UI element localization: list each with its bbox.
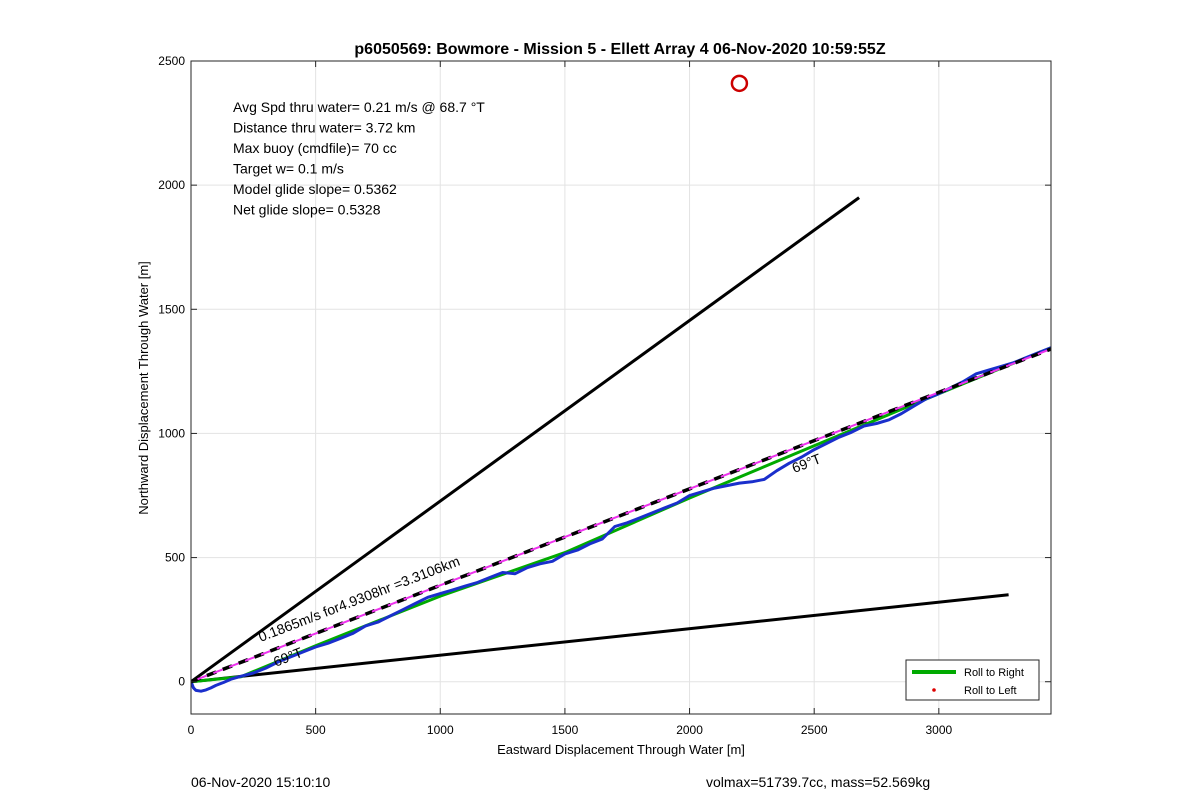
y-tick-label: 500 (165, 551, 185, 565)
stats-line: Avg Spd thru water= 0.21 m/s @ 68.7 °T (233, 99, 485, 115)
x-tick-label: 1000 (427, 723, 454, 737)
y-axis-label: Northward Displacement Through Water [m] (136, 261, 151, 515)
x-tick-label: 3000 (925, 723, 952, 737)
x-tick-label: 2000 (676, 723, 703, 737)
legend-box (905, 659, 1040, 701)
x-tick-label: 500 (306, 723, 326, 737)
legend-swatch-dot (932, 688, 936, 692)
glider-track (191, 346, 1051, 693)
stats-line: Net glide slope= 0.5328 (233, 202, 381, 218)
axis-ticks: 0 500 1000 1500 2000 2500 3000 0 500 1000 1500 2000… (158, 54, 1051, 737)
y-tick-label: 1500 (158, 302, 185, 316)
y-tick-label: 1000 (158, 426, 185, 440)
lower-bound-line (191, 593, 1009, 684)
axes-box (190, 60, 1052, 715)
x-tick-label: 0 (188, 723, 195, 737)
stats-block: Avg Spd thru water= 0.21 m/s @ 68.7 °T Di… (233, 99, 485, 218)
plot-area (191, 74, 1051, 693)
stats-line: Model glide slope= 0.5362 (233, 181, 397, 197)
chart-title: p6050569: Bowmore - Mission 5 - Ellett A… (354, 41, 885, 58)
stats-line: Distance thru water= 3.72 km (233, 120, 415, 136)
legend-label: Roll to Left (964, 685, 1017, 697)
legend-label: Roll to Right (964, 667, 1024, 679)
x-tick-label: 1500 (552, 723, 579, 737)
y-tick-label: 0 (178, 675, 185, 689)
footer-timestamp: 06-Nov-2020 15:10:10 (191, 774, 331, 790)
stats-line: Max buoy (cmdfile)= 70 cc (233, 140, 397, 156)
course-line (191, 347, 1051, 684)
x-tick-label: 2500 (801, 723, 828, 737)
x-axis-label: Eastward Displacement Through Water [m] (497, 742, 745, 757)
stats-line: Target w= 0.1 m/s (233, 161, 344, 177)
y-tick-label: 2500 (158, 54, 185, 68)
footer-volmax-mass: volmax=51739.7cc, mass=52.569kg (706, 774, 931, 790)
plot-series (191, 74, 1051, 693)
target-circle-marker (730, 74, 749, 93)
legend: Roll to Right Roll to Left (905, 659, 1040, 701)
y-tick-label: 2000 (158, 178, 185, 192)
upper-bound-line (191, 196, 860, 683)
